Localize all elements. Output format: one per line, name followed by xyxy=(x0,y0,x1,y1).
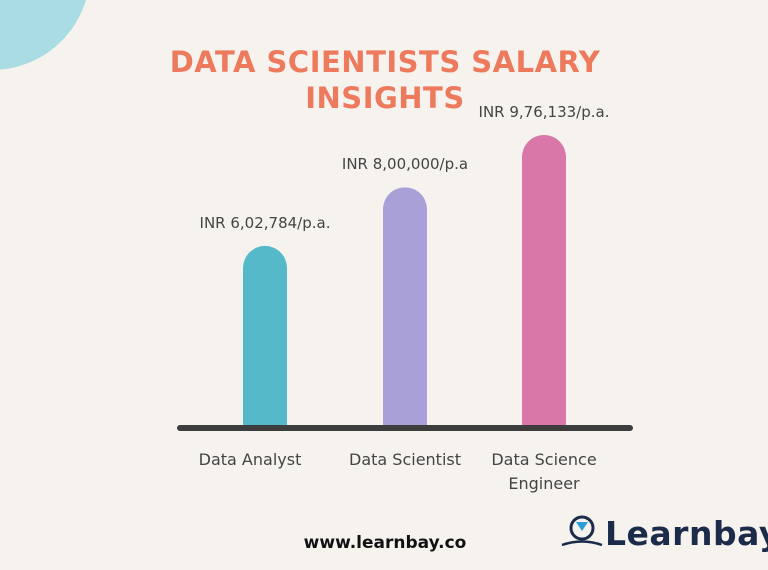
category-label: Data Analyst xyxy=(198,450,302,469)
bar xyxy=(243,245,287,425)
logo-ring xyxy=(569,515,595,541)
bar xyxy=(522,135,566,425)
footer-url: www.learnbay.co xyxy=(303,533,467,553)
bar xyxy=(383,187,427,425)
bars xyxy=(243,135,566,425)
chart-title: DATA SCIENTISTS SALARY INSIGHTS xyxy=(169,45,601,115)
value-label: INR 8,00,000/p.a xyxy=(341,155,469,174)
category-label: Data Scientist xyxy=(349,450,461,469)
decor-circle xyxy=(0,0,86,70)
value-label: INR 9,76,133/p.a. xyxy=(478,103,610,121)
logo-icon xyxy=(561,515,603,547)
logo-arrow xyxy=(576,522,588,531)
logo-wave xyxy=(561,540,603,547)
logo-text: Learnbay xyxy=(605,514,768,553)
category-label: Data Science Engineer xyxy=(491,450,597,493)
value-label: INR 6,02,784/p.a. xyxy=(199,213,331,232)
